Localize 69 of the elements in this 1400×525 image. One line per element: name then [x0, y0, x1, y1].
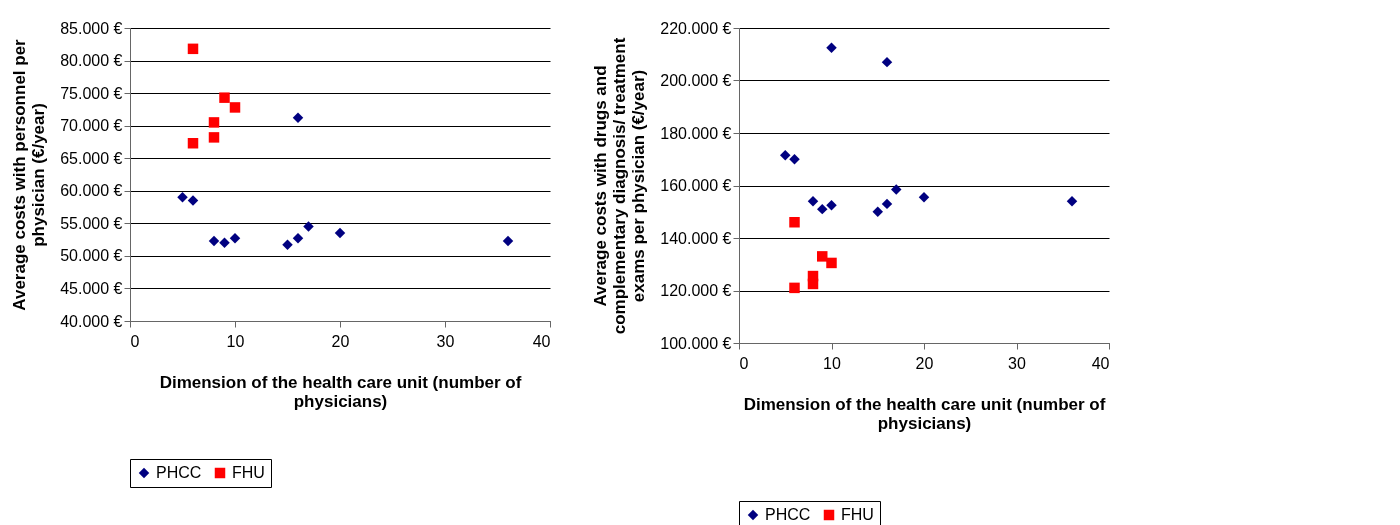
x-tick-label: 30: [436, 332, 455, 350]
point: [208, 117, 220, 128]
point: [826, 42, 837, 53]
point: [826, 257, 837, 269]
x-tick-label: 0: [130, 332, 140, 350]
point: [282, 239, 293, 251]
point: [219, 237, 230, 249]
point: [229, 102, 241, 113]
x-tick-label: 30: [1008, 354, 1026, 372]
x-tick-label: 40: [532, 332, 551, 350]
point: [891, 184, 902, 195]
y-tick-label: 120.000 €: [660, 282, 732, 299]
x-tick-label: 40: [1091, 354, 1110, 372]
point: [177, 192, 188, 203]
legend-label: PHCC: [156, 464, 202, 481]
point: [502, 235, 514, 247]
point: [817, 251, 828, 262]
point: [872, 206, 883, 217]
y-tick-label: 60.000 €: [60, 182, 123, 200]
x-axis-title: Dimension of the health care unit (number of physicians): [743, 394, 1106, 433]
legend-label: PHCC: [765, 506, 811, 523]
point: [918, 192, 930, 203]
point: [303, 221, 314, 232]
y-tick-label: 140.000 €: [660, 229, 732, 247]
point: [817, 203, 828, 215]
point: [780, 150, 791, 161]
point: [807, 278, 819, 290]
y-tick-label: 160.000 €: [660, 177, 732, 194]
y-tick-label: 55.000 €: [60, 214, 123, 232]
y-axis-title: Average costs with personnel per physician (€/year): [10, 38, 49, 311]
point: [292, 233, 304, 244]
point: [789, 154, 800, 165]
y-tick-label: 40.000 €: [60, 312, 123, 330]
point: [187, 138, 199, 149]
legend-label: FHU: [232, 464, 265, 481]
x-tick-label: 20: [331, 332, 350, 350]
y-tick-label: 65.000 €: [60, 149, 123, 167]
point: [881, 56, 893, 68]
y-tick-label: 180.000 €: [660, 124, 732, 142]
point: [187, 43, 199, 55]
point: [807, 196, 819, 207]
y-tick-label: 75.000 €: [60, 84, 123, 102]
point: [292, 112, 304, 124]
y-tick-label: 70.000 €: [60, 117, 123, 135]
y-tick-label: 85.000 €: [60, 19, 123, 37]
legend-label: FHU: [841, 506, 874, 523]
y-tick-label: 100.000 €: [660, 334, 732, 352]
y-tick-label: 80.000 €: [60, 52, 123, 70]
point: [208, 132, 220, 143]
point: [789, 217, 800, 228]
y-tick-label: 200.000 €: [660, 72, 732, 89]
point: [1066, 196, 1078, 207]
x-axis-title: Dimension of the health care unit (number of physicians): [159, 372, 522, 411]
point: [881, 198, 893, 210]
x-tick-label: 0: [739, 354, 749, 372]
point: [826, 199, 837, 211]
x-tick-label: 10: [823, 354, 841, 372]
point: [187, 195, 199, 206]
point: [229, 233, 241, 244]
point: [219, 92, 230, 103]
y-tick-label: 45.000 €: [60, 279, 123, 297]
point: [789, 282, 800, 294]
y-axis-title: Average costs with drugs and complementary diagnosis/ treatment exams per physician (€/year): [591, 37, 649, 335]
point: [334, 227, 346, 239]
y-tick-label: 50.000 €: [60, 247, 123, 265]
x-tick-label: 10: [226, 332, 245, 350]
y-tick-label: 220.000 €: [660, 19, 732, 37]
x-tick-label: 20: [915, 354, 934, 372]
point: [208, 235, 220, 247]
